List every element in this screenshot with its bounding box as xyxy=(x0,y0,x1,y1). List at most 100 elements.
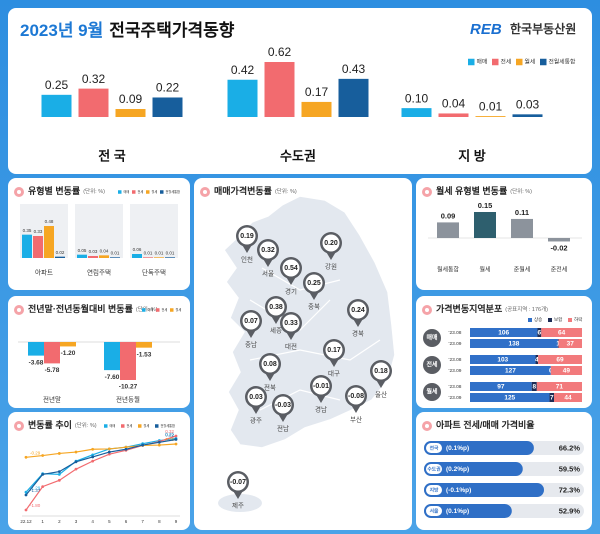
point xyxy=(174,442,178,446)
x-tick-label: 6 xyxy=(125,519,128,524)
value-label: 69 xyxy=(556,357,564,364)
value-label: 52.9% xyxy=(559,506,581,515)
line xyxy=(25,443,177,458)
bar xyxy=(301,101,332,117)
bar xyxy=(437,222,459,238)
logo-text: 한국부동산원 xyxy=(510,21,576,36)
pin-face xyxy=(312,377,330,395)
title-icon-dot xyxy=(17,308,21,312)
value-label: -7.60 xyxy=(105,374,120,381)
point xyxy=(41,472,45,476)
legend-swatch xyxy=(492,58,499,66)
category-label: 연립주택 xyxy=(87,268,111,277)
point xyxy=(141,443,145,447)
category-label: 월세 xyxy=(479,266,490,274)
legend-swatch xyxy=(146,190,150,194)
title: 전국주택가격동향 xyxy=(109,20,234,40)
logo-mark: REB xyxy=(470,21,502,38)
bar-segment xyxy=(549,393,554,402)
pin-face xyxy=(347,387,365,405)
bar-segment xyxy=(470,382,532,391)
value-label: 0.01 xyxy=(479,99,503,113)
value-label: 0.42 xyxy=(231,63,255,77)
value-label: 0.32 xyxy=(261,247,275,254)
value-label: 1 xyxy=(556,341,560,348)
value-label: 71 xyxy=(556,384,564,391)
value-label: -5.78 xyxy=(45,367,60,374)
value-label: 0.03 xyxy=(249,394,263,401)
group-label: 매매 xyxy=(426,334,438,342)
bar xyxy=(41,94,72,117)
bar xyxy=(154,257,164,258)
region-label: 부산 xyxy=(350,415,362,424)
bar-segment xyxy=(558,339,582,348)
panel-title: 가격변동지역분포 (공표지역 : 176개) xyxy=(436,303,548,314)
value-label: 0.22 xyxy=(156,81,180,95)
value-label: 0.04 xyxy=(100,249,109,254)
value-label: -0.02 xyxy=(550,243,567,252)
unit-text: (단위: %) xyxy=(510,187,532,195)
period-label: '23.08 xyxy=(449,384,462,390)
legend-label: 매매 xyxy=(148,307,154,312)
legend-swatch xyxy=(132,190,136,194)
badge xyxy=(426,485,442,495)
point xyxy=(57,452,61,455)
value-label: 106 xyxy=(498,330,509,337)
panel xyxy=(8,8,592,174)
value-label: -1.53 xyxy=(137,351,152,358)
legend-swatch xyxy=(138,424,142,428)
legend-label: 상승 xyxy=(534,316,542,322)
legend-label: 전월세통합 xyxy=(166,189,181,194)
unit-text: (단위: %) xyxy=(275,187,297,195)
bar-segment xyxy=(470,355,536,364)
group-label: 월세 xyxy=(426,388,438,396)
value-label: 127 xyxy=(505,368,516,375)
value-label: 0.48 xyxy=(45,219,54,224)
value-label: 0.25 xyxy=(307,280,321,287)
bar xyxy=(424,504,512,518)
panel-title: 유형별 변동률 (단위: %) xyxy=(28,185,105,196)
value-label: 0.06 xyxy=(133,247,142,252)
region-label: 전북 xyxy=(264,383,276,392)
value-label: 8 xyxy=(532,384,536,391)
category-box xyxy=(130,204,178,258)
x-tick-label: 7 xyxy=(141,519,144,524)
panel-title: 전년말·전년동월대비 변동률 (단위: %) xyxy=(28,303,158,314)
bar-segment xyxy=(541,328,582,337)
change-label: (-0.1%p) xyxy=(446,487,471,494)
category-label: 월세통합 xyxy=(437,266,460,274)
legend-label: 월세 xyxy=(152,189,158,194)
unit-text: (공표지역 : 176개) xyxy=(505,305,548,313)
point xyxy=(107,447,111,451)
x-tick-label: 5 xyxy=(108,519,111,524)
change-label: (0.2%p) xyxy=(446,466,469,473)
value-label: 0.15 xyxy=(478,201,493,210)
group-badge xyxy=(423,383,441,401)
value-label: 0.01 xyxy=(155,251,164,256)
bar xyxy=(143,257,153,258)
region-label: 대구 xyxy=(328,370,340,378)
value-label: 0.33 xyxy=(34,229,43,234)
x-tick-label: 22.12 xyxy=(20,519,32,524)
value-label: 0.32 xyxy=(82,72,106,86)
value-label: 0.08 xyxy=(263,361,277,368)
bar xyxy=(438,113,469,117)
value-label: -0.07 xyxy=(230,479,246,486)
title-text: 월세 유형별 변동률 xyxy=(436,185,507,196)
title-text: 유형별 변동률 xyxy=(28,185,80,196)
point xyxy=(91,455,95,459)
panel-title: 아파트 전세/매매 가격비율 xyxy=(436,419,535,430)
legend-swatch xyxy=(155,424,159,428)
title-icon-dot xyxy=(425,424,429,428)
pin-face xyxy=(372,362,390,380)
panel xyxy=(8,296,190,408)
value-label: 66.2% xyxy=(559,443,581,452)
bar-segment xyxy=(538,355,582,364)
value-label: -10.27 xyxy=(119,384,138,391)
jeju-island xyxy=(218,494,262,512)
value-label: 0.18 xyxy=(374,368,388,375)
value-label: 44 xyxy=(564,395,572,402)
value-label: 0.03 xyxy=(89,249,98,254)
point xyxy=(24,508,28,512)
